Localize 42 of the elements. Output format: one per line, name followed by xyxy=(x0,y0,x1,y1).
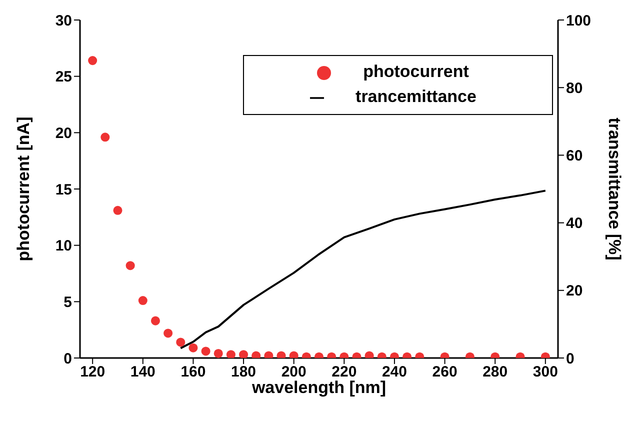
y-tick-label: 30 xyxy=(55,12,72,30)
x-tick-label: 240 xyxy=(382,364,407,381)
line-series xyxy=(180,190,546,350)
y-axis-title: photocurrent [nA] xyxy=(14,116,34,262)
point xyxy=(88,56,98,66)
y2-tick-label: 60 xyxy=(566,148,583,165)
y-tick-label: 25 xyxy=(55,68,72,86)
x-tick-label: 180 xyxy=(231,364,256,381)
x-tick-label: 220 xyxy=(332,364,357,381)
x-tick-label: 120 xyxy=(80,364,106,381)
point xyxy=(214,348,223,358)
y2-tick-label: 40 xyxy=(566,215,583,232)
x-axis-title: wavelength [nm] xyxy=(250,378,386,397)
legend-label: trancemittance xyxy=(356,87,476,106)
y2-tick-label: 100 xyxy=(566,12,592,30)
y-tick-label: 5 xyxy=(64,294,72,311)
point xyxy=(150,316,160,326)
x-tick-label: 160 xyxy=(180,364,206,381)
legend-label: photocurrent xyxy=(363,62,469,81)
point xyxy=(126,261,135,270)
x-tick-label: 280 xyxy=(482,364,508,381)
y-tick-label: 20 xyxy=(55,124,72,142)
point xyxy=(164,328,173,338)
x-tick-label: 300 xyxy=(532,364,558,381)
x-tick-label: 140 xyxy=(130,364,156,381)
point xyxy=(176,338,186,347)
y-tick-label: 0 xyxy=(64,350,72,368)
y2-tick-label: 20 xyxy=(566,282,583,300)
point xyxy=(239,350,248,358)
y-tick-label: 15 xyxy=(55,181,72,198)
x-tick-label: 200 xyxy=(281,364,306,381)
point xyxy=(100,132,110,142)
point xyxy=(226,350,236,358)
y2-tick-label: 80 xyxy=(566,80,583,97)
point xyxy=(113,206,122,215)
y-tick-label: 10 xyxy=(55,238,72,255)
y2-axis-title: transmittance [%] xyxy=(604,118,624,260)
point xyxy=(138,296,148,306)
x-tick-label: 260 xyxy=(432,364,458,381)
y2-tick-label: 0 xyxy=(566,350,574,368)
point xyxy=(201,346,210,356)
point xyxy=(188,343,198,352)
